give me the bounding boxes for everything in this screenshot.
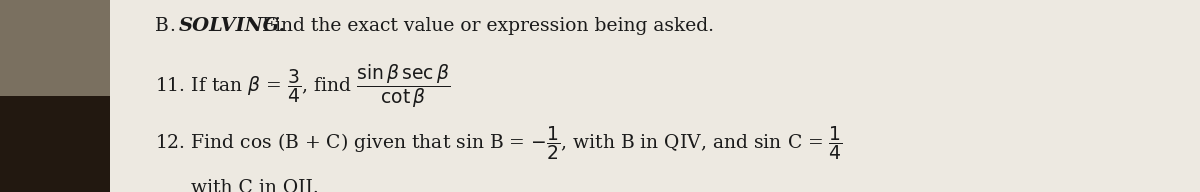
Text: SOLVING.: SOLVING. xyxy=(179,17,287,35)
Text: Find the exact value or expression being asked.: Find the exact value or expression being… xyxy=(262,17,714,35)
Text: 11. If tan $\beta$ = $\dfrac{3}{4}$, find $\dfrac{\sin\beta\,\sec\beta}{\cot\bet: 11. If tan $\beta$ = $\dfrac{3}{4}$, fin… xyxy=(155,62,450,110)
Text: .: . xyxy=(169,17,175,35)
Bar xyxy=(0,0,110,192)
Text: 12. Find cos (B + C) given that sin B = $-\dfrac{1}{2}$, with B in QIV, and sin : 12. Find cos (B + C) given that sin B = … xyxy=(155,124,842,162)
Text: with C in QII.: with C in QII. xyxy=(191,178,319,192)
Bar xyxy=(0,96,110,192)
Text: B: B xyxy=(155,17,169,35)
